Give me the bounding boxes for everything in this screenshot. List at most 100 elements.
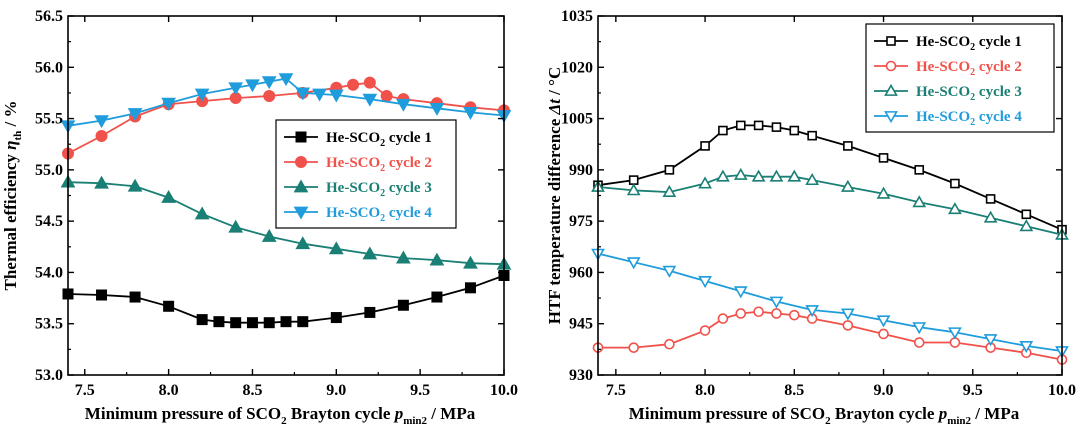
chart-left-series-3-point — [295, 236, 311, 250]
chart-left-x-tick-label: 8.5 — [242, 382, 262, 399]
chart-right-series-3-point — [787, 169, 802, 182]
chart-left-series-4-point — [463, 107, 478, 120]
chart-right-legend-marker-1 — [886, 36, 896, 46]
chart-right-legend-marker-3 — [884, 83, 898, 96]
chart-right-series-1-point — [914, 165, 925, 175]
chart-right-series-3-point — [698, 176, 712, 189]
chart-right-series-1-point — [664, 165, 675, 175]
chart-left-series-4-point — [312, 88, 327, 102]
chart-right-series-3-line — [597, 174, 1063, 236]
chart-right-series-4-point — [698, 276, 712, 289]
chart-right-series-2-point — [717, 313, 729, 324]
chart-right-y-axis-label: HTF temperature difference Δt / °C — [545, 67, 564, 324]
chart-left-legend-marker-2 — [295, 156, 307, 168]
chart-left-series-1-point — [213, 316, 225, 328]
chart-right-series-1-point — [700, 141, 710, 151]
chart-left-series-1-point — [431, 291, 443, 303]
chart-right-series-2-point — [842, 320, 854, 331]
chart-left-x-tick-label: 9.0 — [326, 382, 346, 399]
chart-left-y-axis-label: Thermal efficiency ηth / % — [1, 100, 24, 290]
chart-right-series-4-point — [948, 327, 962, 340]
chart-left: 7.5 8.0 8.5 9.0 9.5 10.0 53.0 53.5 54.0 54.5 55.0 5… — [1, 8, 518, 427]
chart-right-series-3-point — [626, 183, 641, 196]
chart-right-legend-marker-2 — [885, 60, 897, 72]
chart-left-series-1-point — [246, 317, 258, 329]
chart-right-series-4-point — [805, 305, 820, 318]
chart-right-x-axis-label: Minimum pressure of SCO2 Brayton cycle p… — [629, 404, 1020, 427]
chart-right-x-tick-label: 7.5 — [606, 382, 626, 399]
chart-left-x-tick-label: 7.5 — [75, 382, 95, 399]
chart-right-series-4-point — [662, 265, 677, 278]
chart-right-series-4-point — [876, 315, 891, 328]
chart-left-series-1-point — [196, 314, 208, 326]
chart-right-series-3-point — [1019, 219, 1034, 232]
chart-left-x-tick-label: 8.0 — [159, 382, 179, 399]
chart-left-y-tick-label: 55.5 — [35, 111, 63, 128]
chart-right-series-3-point — [662, 184, 677, 198]
chart-right-legend-box — [865, 23, 1055, 133]
chart-right-series-4-point — [733, 286, 748, 299]
chart-right-y-tick-label: 960 — [569, 264, 593, 281]
chart-left-y-tick-label: 53.0 — [35, 367, 63, 384]
chart-left-series-1-point — [263, 317, 275, 329]
chart-left-series-3-point — [94, 175, 109, 189]
chart-left-series-1-point — [96, 289, 108, 301]
chart-right-series-2-point — [878, 328, 889, 340]
chart-right-y-tick-label: 990 — [569, 162, 593, 179]
chart-right-x-tick-label: 8.5 — [784, 382, 804, 399]
chart-left-legend-label-4: He-SCO2 cycle 4 — [326, 205, 432, 224]
chart-right-series-1-point — [735, 120, 746, 131]
chart-left-series-1-point — [280, 316, 292, 328]
chart-right-x-tick-label: 9.0 — [874, 382, 894, 399]
chart-right-y-tick-label: 1035 — [561, 8, 593, 25]
chart-right-series-3-point — [751, 169, 766, 182]
chart-left-series-3-point — [261, 229, 277, 242]
chart-left-legend-marker-3 — [293, 179, 309, 193]
chart-right-series-3-point — [948, 202, 962, 215]
chart-left-series-1-point — [330, 312, 342, 324]
chart-left-series-4-point — [161, 97, 176, 111]
chart-right-legend-marker-4 — [884, 111, 898, 124]
chart-right-series-1-point — [789, 125, 800, 136]
chart-left-series-4-point — [396, 98, 411, 112]
chart-right-series-1-point — [718, 125, 728, 136]
chart-right-legend: He-SCO2 cycle 1 He-SCO2 cycle 2 He-SCO2 cy… — [865, 23, 1055, 133]
chart-left-series-3-point — [228, 219, 244, 233]
chart-right-series-3-point — [805, 173, 820, 186]
chart-right-x-tick-label: 10.0 — [1048, 382, 1076, 399]
chart-left-y-tick-label: 55.0 — [35, 162, 63, 179]
chart-left-y-tick-label: 54.5 — [35, 213, 63, 230]
chart-right-series-group — [591, 120, 1069, 365]
chart-right-series-2-point — [699, 325, 711, 336]
chart-right: 7.5 8.0 8.5 9.0 9.5 10.0 930 945 960 975 990 1005 10… — [545, 8, 1076, 427]
chart-right-series-2-point — [789, 309, 800, 321]
chart-left-series-2-point — [363, 76, 376, 89]
chart-left-series-3-line — [67, 181, 505, 266]
chart-left-y-tick-label: 56.0 — [35, 59, 63, 76]
chart-left-series-4-point — [261, 76, 277, 90]
chart-right-series-3-point — [912, 195, 927, 208]
chart-left-series-4-point — [362, 93, 378, 107]
chart-right-y-tick-label: 1005 — [561, 111, 593, 128]
chart-right-series-2-point — [771, 308, 782, 319]
chart-right-series-3-point — [716, 169, 730, 182]
chart-right-series-3-point — [876, 186, 891, 199]
chart-right-series-3-point — [983, 210, 998, 223]
chart-left-y-tick-label: 53.5 — [35, 316, 63, 333]
chart-left-series-1-point — [129, 291, 141, 303]
chart-right-series-2-point — [735, 308, 747, 319]
chart-right-series-3-point — [840, 179, 855, 192]
chart-right-series-1-point — [1021, 209, 1032, 220]
chart-left-series-4-point — [94, 115, 109, 129]
chart-left-series-2-point — [263, 90, 276, 103]
chart-left-x-tick-label: 9.5 — [410, 382, 430, 399]
chart-right-y-tick-label: 945 — [569, 316, 593, 333]
chart-right-series-1-point — [985, 194, 996, 204]
chart-left-series-4-point — [278, 73, 294, 87]
chart-right-series-2-point — [628, 342, 639, 353]
chart-left-series-3-point — [161, 190, 176, 203]
chart-right-series-1-point — [843, 141, 853, 151]
chart-left-series-4-point — [429, 102, 445, 116]
chart-left-series-4-point — [245, 79, 260, 93]
chart-left-legend-label-1: He-SCO2 cycle 1 — [326, 130, 432, 149]
